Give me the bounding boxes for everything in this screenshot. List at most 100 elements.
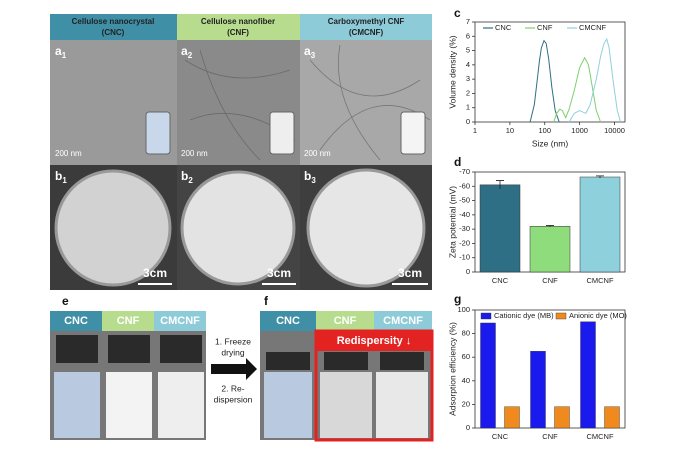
bar [530, 351, 546, 429]
vial-liquid [376, 372, 428, 438]
vial-liquid [264, 372, 312, 438]
series-line [568, 37, 622, 123]
y-tick-label: 4 [466, 60, 470, 69]
vial-tag [316, 311, 374, 331]
y-tick-label: 80 [462, 329, 470, 338]
x-tick-label: CNC [492, 432, 509, 441]
y-tick-label: 60 [462, 352, 470, 361]
header-abbr: (CNF) [227, 28, 249, 37]
sub: 1 [62, 176, 67, 185]
panel-label: a2 [181, 44, 193, 60]
film [180, 170, 296, 286]
y-axis-label: Zeta potential (mV) [447, 186, 457, 258]
panel-label: d [454, 155, 461, 169]
y-tick-label: -40 [459, 210, 470, 219]
y-tick-label: 0 [466, 423, 470, 432]
y-tick-label: 40 [462, 376, 470, 385]
arrow [211, 358, 257, 380]
header-name: Cellulose nanofiber [201, 17, 275, 26]
plot-frame [474, 309, 626, 429]
header-bar [50, 14, 177, 40]
fibers [184, 44, 431, 161]
y-tick-label: 0 [466, 117, 470, 126]
x-tick-label: 1000 [571, 126, 588, 135]
panel-label: b2 [181, 169, 193, 185]
x-tick-label: 100 [538, 126, 551, 135]
bar [479, 184, 521, 273]
vial-tag [50, 311, 102, 331]
redispersity-label: Redispersity ↓ [337, 335, 412, 347]
vial-cap [380, 352, 424, 370]
vial-liquid [320, 372, 372, 438]
legend-swatch [555, 312, 567, 320]
sub: 2 [188, 51, 193, 60]
panel-label: c [454, 6, 461, 20]
panel-label: a3 [304, 44, 316, 60]
letter: b [304, 169, 311, 183]
sub: 3 [311, 51, 316, 60]
step-text: 1. Freeze [215, 336, 251, 346]
x-tick-label: CMCNF [586, 432, 613, 441]
vial-inset [269, 111, 295, 155]
scale-label: 200 nm [55, 149, 82, 158]
bar [604, 406, 620, 429]
step-text: dispersion [214, 394, 253, 404]
legend-swatch [480, 312, 492, 320]
vial-label: CNC [276, 315, 300, 327]
scale-label: 3cm [267, 266, 291, 280]
vial-cap [266, 352, 310, 370]
sub: 2 [188, 176, 193, 185]
y-tick-label: -30 [459, 224, 470, 233]
plot-frame [474, 21, 626, 123]
vial-label: CNF [334, 315, 357, 327]
legend-label: CNC [495, 23, 512, 32]
y-tick-label: 2 [466, 88, 470, 97]
y-tick-label: -20 [459, 238, 470, 247]
step-text: 2. Re- [221, 383, 244, 393]
series-line [529, 39, 560, 123]
letter: a [181, 44, 188, 58]
vial-tag [260, 311, 316, 331]
film [54, 169, 172, 287]
vial-label: CMCNF [383, 315, 423, 327]
header-name: Cellulose nanocrystal [72, 17, 155, 26]
y-tick-label: 100 [457, 305, 470, 314]
vial-tag [154, 311, 206, 331]
scale-label: 3cm [143, 266, 167, 280]
x-tick-label: CNF [542, 432, 558, 441]
scale-label: 200 nm [304, 149, 331, 158]
x-tick-label: 10000 [604, 126, 625, 135]
y-tick-label: 20 [462, 399, 470, 408]
letter: b [55, 169, 62, 183]
vial-tag [102, 311, 154, 331]
y-tick-label: 5 [466, 46, 470, 55]
legend-label: Cationic dye (MB) [494, 311, 554, 320]
error-bar [496, 180, 504, 190]
panel-label: b1 [55, 169, 67, 185]
x-axis-label: Size (nm) [532, 138, 569, 148]
y-axis-label: Volume density (%) [447, 35, 457, 108]
film [306, 168, 426, 288]
error-bar [596, 175, 604, 179]
bar [579, 176, 621, 273]
y-tick-label: -70 [459, 167, 470, 176]
vial-liquid [158, 372, 204, 438]
letter: a [304, 44, 311, 58]
bar [480, 322, 496, 429]
y-tick-label: 7 [466, 17, 470, 26]
vial-label: CNC [64, 315, 88, 327]
vial-label: CMCNF [160, 315, 200, 327]
panel-label: b3 [304, 169, 316, 185]
panel-label: f [264, 294, 269, 308]
header-name: Carboxymethyl CNF [328, 17, 405, 26]
vial-cap [160, 335, 202, 363]
header-abbr: (CNC) [102, 28, 125, 37]
vial-inset [145, 111, 171, 155]
vial-liquid [54, 372, 100, 438]
series-line [553, 56, 602, 123]
vial-inset [400, 111, 426, 155]
vial-tag [374, 311, 432, 331]
y-tick-label: -10 [459, 253, 470, 262]
y-tick-label: 3 [466, 74, 470, 83]
